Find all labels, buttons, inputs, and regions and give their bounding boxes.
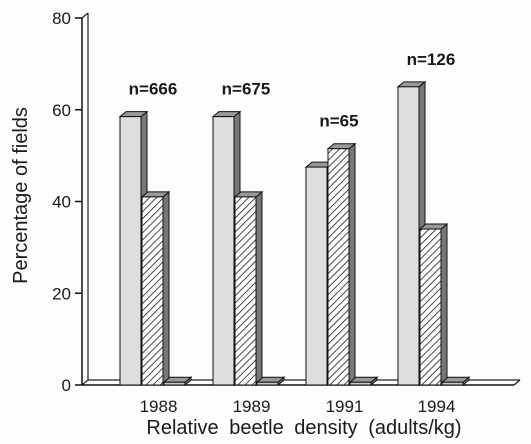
bar [419,228,442,386]
bar [397,86,420,386]
bar [305,166,328,386]
y-tick-label: 60 [52,101,71,120]
bar [441,381,464,386]
y-tick-label: 80 [52,9,71,28]
group-annotation: n=65 [319,112,358,131]
bar [212,116,235,386]
x-axis-corner-right [513,379,521,386]
x-tick-label: 1988 [140,397,178,416]
bar [327,148,350,386]
group-annotation: n=666 [129,80,178,99]
x-tick-label: 1994 [418,397,456,416]
axis-corner-bottom [81,379,89,386]
y-tick-label: 0 [62,376,71,395]
bars [118,80,471,387]
bar-side [440,222,448,387]
group-annotation: n=126 [407,50,456,69]
labels: 0 20 40 60 80 Percentage of fields 1988 n=666 19… [10,9,462,439]
bar-side [162,190,170,387]
y-tick-label: 40 [52,193,71,212]
bar [119,116,142,386]
bar-side [348,142,356,387]
bar [163,381,186,386]
y-tick-label: 20 [52,284,71,303]
bar-side [255,190,263,387]
x-tick-label: 1989 [233,397,271,416]
group-annotation: n=675 [222,80,271,99]
bar [234,196,257,386]
x-tick-label: 1991 [326,397,364,416]
bar [349,381,372,386]
bar [256,381,279,386]
bar [141,196,164,386]
axis-corner-top [81,12,89,19]
y-axis-label: Percentage of fields [10,107,32,284]
x-axis-label: Relative beetle density (adults/kg) [146,417,461,439]
